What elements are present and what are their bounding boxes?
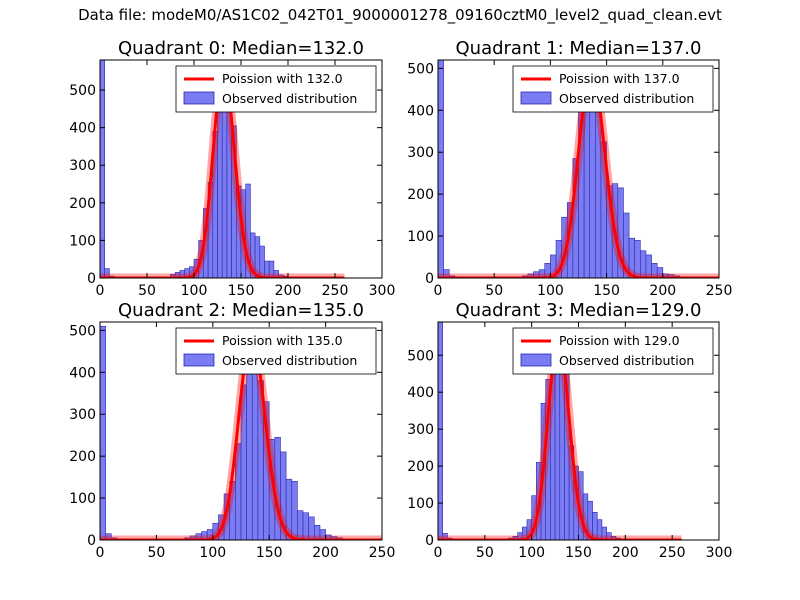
legend-observed-label: Observed distribution	[222, 91, 357, 106]
y-tick-label: 500	[407, 348, 434, 364]
subplot-quadrant-3: 0 50 100 150 200 250 300 0 100 200 300 400 500 Quadra…	[407, 300, 732, 561]
legend-observed-label: Observed distribution	[222, 353, 357, 368]
x-tick-label: 0	[96, 545, 105, 561]
y-tick-label: 200	[407, 187, 434, 203]
y-tick-label: 200	[407, 459, 434, 475]
axes-frame	[99, 321, 383, 541]
histogram-bar	[268, 260, 275, 278]
y-tick-label: 200	[69, 449, 96, 465]
x-tick-label: 150	[565, 545, 592, 561]
x-tick-label: 100	[199, 545, 226, 561]
poisson-curve	[100, 335, 382, 540]
y-tick-label: 100	[407, 229, 434, 245]
legend-poisson-label: Poission with 135.0	[222, 333, 343, 348]
legend-observed-swatch	[520, 91, 552, 105]
x-tick-label: 50	[485, 283, 503, 299]
subplot-quadrant-1: 0 50 100 150 200 250 0 100 200 300 400 500 Quadrant …	[407, 38, 732, 299]
x-tick-label: 50	[476, 545, 494, 561]
histogram-bar	[442, 533, 448, 540]
y-tick-label: 400	[69, 365, 96, 381]
y-tick-label: 400	[407, 385, 434, 401]
y-tick-label: 100	[69, 233, 96, 249]
plot-area	[100, 325, 382, 540]
x-tick-label: 200	[612, 545, 639, 561]
x-tick-label: 0	[434, 283, 443, 299]
histogram-bar	[438, 60, 444, 278]
legend-observed-swatch	[520, 353, 552, 367]
x-tick-label: 0	[96, 283, 105, 299]
subplot-title: Quadrant 2: Median=135.0	[118, 300, 364, 321]
legend-poisson-label: Poission with 132.0	[222, 71, 343, 86]
x-tick-label: 0	[434, 545, 443, 561]
y-tick-label: 500	[69, 323, 96, 339]
axes-frame	[437, 59, 720, 279]
x-tick-label: 150	[228, 283, 255, 299]
subplot-quadrant-0: 0 50 100 150 200 250 300 0 100 200 300 400 500 Quadra…	[69, 38, 395, 299]
x-tick-label: 100	[181, 283, 208, 299]
legend-poisson-label: Poission with 129.0	[559, 333, 680, 348]
y-tick-label: 0	[425, 533, 434, 549]
legend-observed-label: Observed distribution	[559, 91, 694, 106]
y-tick-label: 500	[69, 83, 96, 99]
y-tick-label: 300	[69, 158, 96, 174]
x-tick-label: 50	[147, 545, 165, 561]
x-tick-label: 300	[706, 545, 733, 561]
x-tick-label: 250	[369, 545, 396, 561]
y-tick-label: 300	[69, 407, 96, 423]
y-tick-label: 300	[407, 422, 434, 438]
y-tick-label: 0	[87, 533, 96, 549]
y-tick-label: 100	[407, 496, 434, 512]
x-tick-label: 250	[322, 283, 349, 299]
y-tick-label: 400	[407, 103, 434, 119]
poisson-curve	[438, 68, 719, 278]
y-tick-label: 100	[69, 491, 96, 507]
x-tick-label: 150	[593, 283, 620, 299]
legend-observed-swatch	[183, 353, 215, 367]
x-tick-label: 250	[706, 283, 733, 299]
histogram-bar	[100, 60, 105, 278]
x-tick-label: 100	[537, 283, 564, 299]
histogram-bar	[443, 269, 450, 278]
x-tick-label: 200	[649, 283, 676, 299]
y-tick-label: 0	[87, 271, 96, 287]
x-tick-label: 150	[256, 545, 283, 561]
x-tick-label: 300	[369, 283, 396, 299]
legend-observed-swatch	[183, 91, 215, 105]
x-tick-label: 250	[659, 545, 686, 561]
histogram-bar	[245, 183, 251, 278]
figure-suptitle: Data file: modeM0/AS1C02_042T01_90000012…	[78, 6, 722, 24]
subplot-quadrant-2: 0 50 100 150 200 250 0 100 200 300 400 500 Quadrant …	[69, 300, 395, 561]
subplot-title: Quadrant 3: Median=129.0	[456, 300, 702, 321]
legend-poisson-label: Poission with 137.0	[559, 71, 680, 86]
legend: Poission with 137.0 Observed distribution	[512, 65, 714, 113]
y-tick-label: 500	[407, 61, 434, 77]
legend: Poission with 132.0 Observed distribution	[175, 65, 377, 113]
histogram-bar	[100, 325, 106, 540]
legend: Poission with 135.0 Observed distribution	[175, 327, 377, 375]
x-tick-label: 200	[275, 283, 302, 299]
y-tick-label: 300	[407, 145, 434, 161]
x-tick-label: 200	[312, 545, 339, 561]
histogram-bar	[104, 268, 110, 278]
y-tick-label: 200	[69, 196, 96, 212]
legend-observed-label: Observed distribution	[559, 353, 694, 368]
subplot-title: Quadrant 1: Median=137.0	[456, 38, 702, 59]
y-tick-label: 0	[425, 271, 434, 287]
subplot-title: Quadrant 0: Median=132.0	[118, 38, 364, 59]
legend: Poission with 129.0 Observed distribution	[512, 327, 714, 375]
histogram-bar	[589, 93, 596, 278]
histogram-bar	[291, 481, 298, 540]
legend-box	[512, 65, 714, 113]
histogram-bar	[438, 322, 443, 540]
x-tick-label: 50	[138, 283, 156, 299]
histogram-bar	[105, 533, 112, 540]
x-tick-label: 100	[518, 545, 545, 561]
y-tick-label: 400	[69, 121, 96, 137]
